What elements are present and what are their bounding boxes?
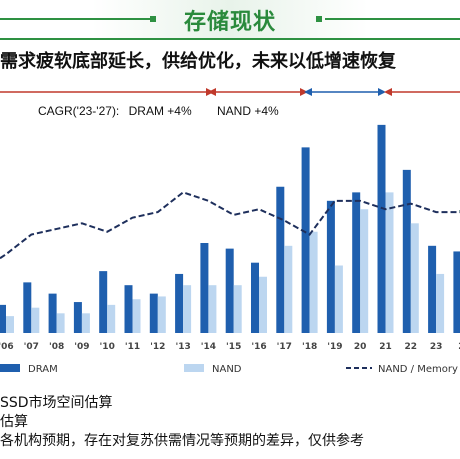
legend-dram: DRAM: [28, 364, 58, 375]
bar-dram-17: [428, 245, 437, 333]
x-tick-labels: '06 '07 '08 '09 '10 '11 '12 '13 '14 '15 '16 '17 '18 '…: [0, 342, 460, 352]
bar-dram-1: [23, 282, 32, 333]
bar-dram-18: [453, 251, 460, 333]
memory-ratio-line: [0, 191, 460, 260]
footnotes: SSD市场空间估算 估算 各机构预期，存在对复苏供需情况等预期的差异，仅供参考: [0, 394, 364, 451]
bar-nand-12: [309, 231, 318, 333]
bar-nand-4: [107, 304, 116, 333]
bar-dram-4: [99, 271, 108, 333]
bar-dram-5: [124, 285, 133, 333]
bar-nand-8: [208, 285, 217, 333]
bar-nand-10: [259, 276, 267, 333]
bar-nand-15: [385, 192, 394, 333]
x-tick-2: '08: [49, 342, 64, 352]
title-decoration-right: [325, 18, 460, 20]
x-tick-15: 21: [379, 342, 392, 352]
slide-subtitle: 需求疲软底部延长，供给优化，未来以低增速恢复: [0, 51, 396, 72]
x-tick-16: 22: [405, 342, 418, 352]
bar-dram-10: [251, 262, 259, 333]
legend-nand: NAND: [212, 364, 242, 375]
title-decoration-left-square: [150, 16, 156, 22]
bar-nand-0: [6, 316, 14, 333]
bar-nand-16: [410, 223, 419, 333]
cagr-nand: NAND +4%: [217, 104, 279, 118]
x-tick-18: 2: [458, 342, 460, 352]
title-decoration-right-square: [316, 16, 322, 22]
bar-dram-13: [326, 200, 335, 333]
bar-dram-11: [276, 186, 285, 333]
x-tick-9: '15: [226, 342, 241, 352]
bar-nand-14: [360, 209, 369, 333]
footnote-2: 估算: [0, 414, 28, 430]
x-tick-10: '16: [251, 342, 266, 352]
x-tick-6: '12: [150, 342, 165, 352]
bar-dram-6: [149, 293, 158, 333]
period-arrow-3-head: [378, 88, 386, 96]
title-underline: [0, 38, 460, 40]
memory-line-group: [0, 191, 460, 260]
bar-dram-14: [352, 192, 361, 333]
period-arrow-4-tail: [384, 88, 392, 96]
footnote-3: 各机构预期，存在对复苏供需情况等预期的差异，仅供参考: [0, 433, 364, 449]
legend-nand-swatch: [184, 364, 204, 372]
cagr-label: CAGR('23-'27):: [38, 104, 119, 118]
x-tick-5: '11: [125, 342, 140, 352]
bar-nand-6: [157, 296, 166, 333]
bar-nand-2: [56, 313, 65, 333]
memory-market-chart: CAGR('23-'27): DRAM +4% NAND +4% '06'07'…: [0, 88, 460, 375]
bar-nand-7: [183, 285, 192, 333]
x-tick-12: '18: [302, 342, 317, 352]
svg-text:CAGR('23-'27): DRAM +4%: CAGR('23-'27): DRAM +4% NAND +4%: [38, 104, 279, 118]
bar-dram-9: [225, 248, 234, 333]
bar-dram-2: [48, 293, 57, 333]
x-tick-13: '19: [327, 342, 342, 352]
title-decoration-left: [0, 18, 150, 20]
x-tick-1: '07: [24, 342, 39, 352]
bar-nand-3: [81, 313, 90, 333]
x-tick-8: '14: [201, 342, 216, 352]
x-tick-17: 23: [430, 342, 443, 352]
cagr-dram: DRAM +4%: [129, 104, 192, 118]
page-title: 存储现状: [183, 10, 276, 35]
legend-dram-swatch: [0, 364, 20, 372]
bar-dram-7: [175, 273, 184, 333]
x-tick-14: 20: [354, 342, 367, 352]
bar-nand-11: [284, 245, 293, 333]
legend-memory: NAND / Memory: [378, 364, 458, 375]
x-tick-4: '10: [100, 342, 115, 352]
bar-dram-15: [377, 124, 386, 333]
period-arrow-2-tail: [208, 88, 216, 96]
x-tick-7: '13: [175, 342, 190, 352]
footnote-1: SSD市场空间估算: [0, 395, 113, 411]
bar-nand-1: [31, 307, 40, 333]
x-tick-11: '17: [277, 342, 292, 352]
x-tick-3: '09: [74, 342, 89, 352]
bars-group: [0, 124, 460, 333]
period-arrow-3-tail: [304, 88, 312, 96]
bar-nand-17: [436, 273, 445, 333]
x-tick-0: '06: [0, 342, 14, 352]
bar-nand-13: [334, 265, 343, 333]
bar-dram-16: [402, 169, 411, 333]
bar-dram-12: [301, 147, 310, 333]
bar-dram-3: [73, 302, 82, 333]
bar-dram-8: [200, 243, 209, 333]
bar-dram-0: [0, 304, 6, 333]
title-bar: [0, 0, 460, 40]
bar-nand-5: [132, 299, 141, 333]
bar-nand-9: [233, 285, 242, 333]
